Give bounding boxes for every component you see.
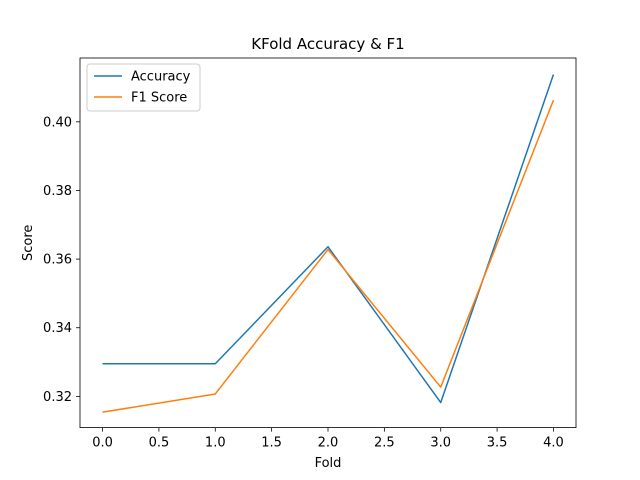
- x-tick-label: 2.5: [374, 436, 395, 451]
- x-tick-label: 0.0: [92, 436, 113, 451]
- x-tick-label: 4.0: [543, 436, 564, 451]
- x-tick-label: 2.0: [318, 436, 339, 451]
- y-axis-ticks: 0.32 0.34 0.36 0.38 0.40: [43, 115, 80, 405]
- y-tick-label: 0.38: [43, 184, 72, 199]
- y-tick-label: 0.40: [43, 115, 72, 130]
- x-axis-ticks: 0.0 0.5 1.0 1.5 2.0 2.5 3.0 3.5 4.0: [92, 427, 564, 451]
- legend-label-f1-score: F1 Score: [131, 91, 187, 106]
- x-tick-label: 3.0: [430, 436, 451, 451]
- y-axis-label: Score: [21, 225, 36, 261]
- x-axis-label: Fold: [315, 456, 342, 471]
- chart-title: KFold Accuracy & F1: [251, 35, 404, 53]
- y-tick-label: 0.34: [43, 321, 72, 336]
- x-tick-label: 3.5: [487, 436, 508, 451]
- series-line-f1-score: [102, 99, 555, 413]
- y-tick-label: 0.32: [43, 390, 72, 405]
- series-lines: [102, 74, 555, 413]
- y-tick-label: 0.36: [43, 253, 72, 268]
- x-tick-label: 1.0: [205, 436, 226, 451]
- legend: Accuracy F1 Score: [86, 63, 201, 112]
- legend-label-accuracy: Accuracy: [131, 70, 191, 85]
- x-tick-label: 1.5: [261, 436, 282, 451]
- x-tick-label: 0.5: [149, 436, 170, 451]
- plot-area-frame: [79, 57, 577, 429]
